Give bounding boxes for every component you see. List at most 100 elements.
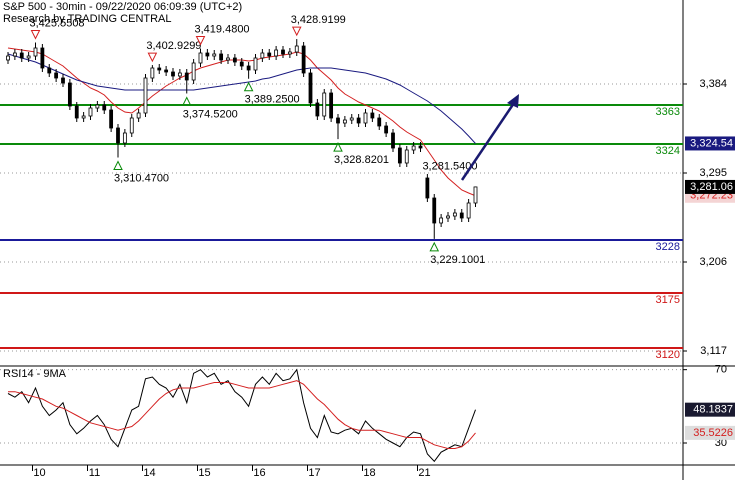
candle-body: [446, 215, 450, 219]
candle: [198, 48, 203, 67]
x-tick-label: 18: [363, 467, 375, 479]
candle: [466, 199, 471, 222]
peak-label: 3,402.9299: [146, 40, 201, 52]
candle-body: [329, 92, 334, 119]
x-tick-label: 10: [33, 467, 45, 479]
candle: [143, 74, 148, 117]
candle-body: [473, 186, 478, 204]
candle: [356, 114, 361, 127]
x-tick-label: 16: [253, 467, 265, 479]
candle-body: [164, 69, 169, 73]
candle-body: [198, 52, 203, 64]
candle: [253, 54, 258, 74]
y-tick-label: 3,206: [699, 256, 727, 268]
rsi-value-label: 35.5226: [693, 427, 733, 439]
candle-body: [40, 47, 45, 69]
trough-label: 3,310.4700: [114, 172, 169, 184]
moving-average: [7, 53, 476, 144]
candle: [74, 102, 79, 122]
candle: [446, 212, 450, 222]
candle: [150, 65, 155, 82]
candle-body: [260, 52, 265, 59]
trough-marker: [243, 81, 254, 92]
chart-title: S&P 500 - 30min - 09/22/2020 06:09:39 (U…: [3, 1, 242, 13]
rsi-line: [8, 380, 476, 449]
peak-marker: [195, 36, 206, 46]
candle-body: [370, 112, 375, 119]
candle: [281, 46, 285, 58]
candle-body: [239, 61, 244, 67]
candle-body: [219, 53, 224, 61]
candle: [404, 146, 409, 167]
peak-marker: [30, 29, 41, 40]
x-tick-label: 14: [143, 467, 155, 479]
candle-body: [391, 132, 395, 149]
candle: [274, 46, 279, 60]
candle: [191, 59, 196, 84]
candle-body: [301, 45, 306, 74]
candle: [473, 186, 478, 207]
trough-label: 3,328.8201: [334, 154, 389, 166]
y-tick-label: 30: [715, 437, 727, 449]
candle: [322, 89, 327, 120]
candle: [122, 129, 127, 147]
candle: [26, 52, 31, 62]
candle-body: [397, 147, 402, 164]
candle: [212, 50, 217, 60]
candle-body: [432, 197, 437, 224]
candle: [136, 109, 141, 122]
candle: [171, 68, 175, 80]
rsi-value-label-box: [685, 402, 735, 417]
candle-body: [404, 149, 409, 164]
candle-body: [459, 212, 464, 219]
candle: [397, 144, 402, 167]
candle-body: [6, 55, 10, 61]
candle: [116, 124, 120, 158]
candle-body: [109, 109, 114, 129]
x-tick-label: 21: [418, 467, 430, 479]
candle: [425, 174, 430, 202]
candle-body: [26, 55, 31, 59]
candle-body: [81, 115, 86, 119]
candle: [315, 99, 320, 120]
candle-body: [143, 77, 148, 114]
level-label: 3228: [656, 241, 680, 253]
candle-body: [466, 202, 471, 219]
candle-body: [88, 107, 93, 117]
candle-body: [116, 127, 120, 144]
candle: [61, 74, 65, 87]
candle: [109, 106, 114, 132]
ma-value-label: 3,324.54: [690, 137, 733, 149]
candle: [432, 194, 437, 239]
candle-body: [184, 72, 189, 81]
candle-body: [191, 62, 196, 81]
candle-body: [212, 53, 217, 57]
candle-body: [253, 57, 258, 71]
candle-body: [322, 92, 327, 117]
last-price-label-box: [685, 179, 735, 194]
candle-body: [95, 104, 100, 109]
candle-body: [308, 72, 313, 104]
candle: [19, 49, 24, 62]
candle-body: [205, 52, 210, 57]
candle-body: [294, 45, 299, 53]
candle-body: [33, 47, 38, 57]
candle: [287, 48, 292, 58]
candle: [246, 62, 251, 79]
level-label: 3175: [656, 294, 680, 306]
trough-label: 3,389.2500: [245, 94, 300, 106]
candle: [363, 109, 368, 127]
candle: [205, 49, 210, 60]
ma-value-label-box: [685, 136, 735, 151]
candle: [157, 64, 162, 74]
candle: [219, 50, 224, 64]
candle-body: [136, 112, 141, 119]
candle: [260, 49, 265, 62]
rsi-title: RSI14 - 9MA: [3, 368, 67, 380]
candle-body: [157, 67, 162, 71]
x-tick-label: 11: [89, 467, 100, 479]
candle: [342, 116, 347, 127]
candle-body: [19, 52, 24, 59]
candle-body: [122, 132, 127, 144]
